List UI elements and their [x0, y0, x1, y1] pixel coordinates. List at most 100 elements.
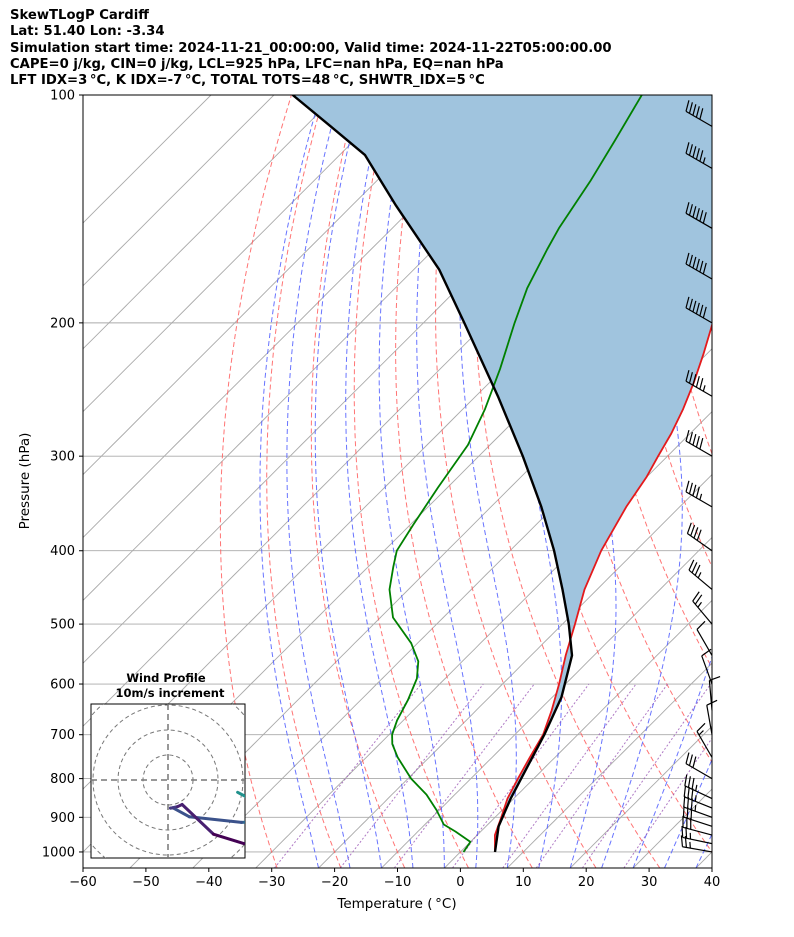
isotherm-line: [444, 599, 712, 868]
dry-adiabat-line: [473, 95, 661, 868]
wind-barb-flag: [686, 522, 692, 534]
isotherm-line: [83, 96, 712, 727]
inset-content: [91, 704, 260, 858]
wind-barb-half: [694, 804, 697, 812]
mixing-ratio-line: [535, 683, 668, 868]
wind-barb: [683, 785, 713, 809]
wind-barb-flag: [694, 564, 701, 576]
wind-barb: [701, 648, 713, 685]
wind-barb-flag: [693, 527, 699, 539]
cin-cape-shading: [292, 95, 712, 852]
wind-barb-staff: [685, 110, 713, 127]
y-tick-label: 700: [50, 728, 75, 743]
wind-barb-half: [702, 385, 706, 392]
wind-barb-flag: [699, 260, 704, 273]
wind-barb-flag: [692, 206, 697, 218]
wind-barb-half: [699, 493, 703, 501]
y-tick-label: 1000: [42, 845, 75, 860]
hodograph-segment: [171, 806, 191, 819]
wind-barb-flag: [685, 142, 690, 154]
dry-adiabat-line: [219, 95, 292, 868]
wind-barb-flag: [688, 559, 695, 571]
wind-barb-flag: [695, 435, 700, 448]
dry-adiabat-line: [748, 95, 794, 868]
hodograph-segment: [239, 820, 245, 824]
wind-barb-flag: [688, 754, 693, 766]
dewpoint-line: [388, 95, 643, 853]
wind-barb-flag: [699, 108, 704, 120]
isotherm-line: [83, 95, 589, 602]
wind-barb-flag: [685, 296, 690, 309]
wind-barb-flag: [685, 752, 690, 764]
mixing-ratio-line: [581, 683, 712, 868]
wind-barb-flag: [696, 529, 702, 541]
wind-barb-flag: [692, 104, 697, 116]
y-tick-label: 900: [50, 811, 75, 826]
x-tick-label: −60: [69, 875, 96, 890]
wind-barb-flag: [692, 756, 697, 768]
isotherm-line: [318, 473, 712, 868]
y-tick-label: 800: [50, 772, 75, 787]
wind-barb-flag: [688, 431, 693, 444]
wind-barb: [696, 620, 713, 656]
wind-barb-flag: [695, 376, 700, 388]
wind-barb-half: [697, 601, 702, 608]
location-line: Lat: 51.40 Lon: -3.34: [10, 24, 165, 40]
wind-barb-flag: [688, 482, 693, 494]
x-axis-ticks: −60 −50 −40 −30 −20 −10 0 10 20 30 40: [69, 868, 720, 890]
mixing-ratio-line: [393, 683, 535, 868]
wind-barb-flag: [695, 106, 700, 118]
wind-barb-flag: [695, 258, 700, 271]
stability-line-2: LFT IDX=3 °C, K IDX=-7 °C, TOTAL TOTS=48…: [10, 73, 485, 89]
chart-title: SkewTLogP Cardiff: [10, 8, 149, 23]
wind-barb-flag: [695, 486, 700, 498]
x-tick-label: 30: [641, 875, 658, 890]
x-tick-label: −50: [132, 875, 159, 890]
wind-barb-flag: [695, 208, 700, 220]
moist-adiabat-line: [416, 95, 479, 868]
inset-title: Wind Profile: [126, 671, 206, 685]
hodograph-segment: [258, 817, 260, 822]
isotherm-line: [381, 536, 712, 868]
wind-barb-flag: [695, 148, 700, 160]
wind-barb: [684, 774, 713, 800]
wind-barb-staff: [701, 655, 713, 685]
wind-barb-flag: [690, 524, 696, 537]
wind-barb-half: [698, 730, 704, 736]
wind-barb-flag: [699, 304, 704, 317]
wind-barb-flag: [692, 374, 697, 386]
wind-barb-flag: [684, 774, 688, 786]
dry-adiabat-line: [310, 95, 406, 868]
wind-barb-flag: [688, 254, 693, 267]
wind-barb-flag: [691, 777, 695, 790]
background-lines: [83, 95, 794, 868]
wind-barb-flag: [688, 204, 693, 216]
temperature-line: [494, 322, 712, 853]
wind-barb-staff: [682, 836, 713, 845]
isotherm-line: [506, 662, 712, 868]
moist-adiabat-line: [632, 655, 712, 868]
wind-barb-flag: [692, 256, 697, 269]
isotherm-line: [255, 410, 712, 868]
wind-barb-staff: [685, 763, 713, 780]
x-tick-label: −30: [258, 875, 285, 890]
wind-barb-staff: [685, 263, 713, 280]
wind-barb-half: [702, 157, 706, 164]
wind-barb: [685, 202, 713, 229]
wind-barb-staff: [685, 440, 713, 457]
wind-barb-staff: [706, 705, 713, 735]
wind-barb: [692, 591, 713, 625]
wind-barb-staff: [696, 731, 713, 758]
inset-subtitle: 10m/s increment: [116, 686, 225, 700]
isotherm-line: [83, 159, 712, 790]
moist-adiabat-line: [259, 95, 321, 868]
wind-barb-flag: [699, 378, 704, 390]
wind-barb-flag: [696, 620, 706, 630]
hodograph-segment: [180, 802, 215, 836]
wind-barb: [685, 752, 713, 780]
wind-barb-flag: [699, 210, 704, 222]
x-tick-label: 20: [578, 875, 595, 890]
time-line: Simulation start time: 2024-11-21_00:00:…: [10, 40, 612, 56]
wind-barb-flag: [709, 675, 721, 682]
wind-barb-flag: [685, 370, 690, 382]
